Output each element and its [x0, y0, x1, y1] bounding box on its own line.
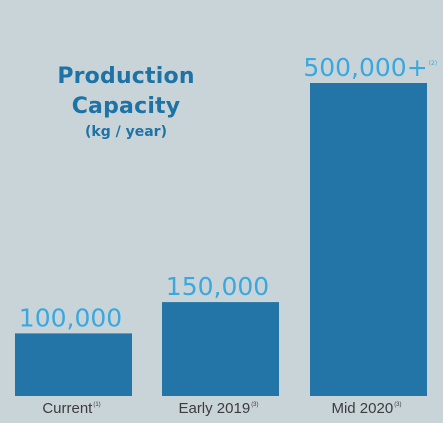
category-label-1: Current(1) — [42, 400, 100, 417]
value-label-3: 500,000+ — [303, 53, 427, 82]
value-label-note-3: (2) — [429, 60, 438, 67]
bar-2 — [162, 302, 279, 396]
category-note-1: (1) — [93, 402, 100, 408]
chart-title: Production Capacity (kg / year) — [56, 62, 196, 141]
value-label-2: 150,000 — [166, 272, 269, 301]
chart-subtitle: (kg / year) — [85, 124, 167, 140]
category-text-3: Mid 2020 — [331, 400, 393, 417]
chart-title-line-1: Production — [57, 64, 195, 89]
category-note-3: (3) — [394, 402, 401, 408]
bar-1 — [15, 333, 132, 396]
category-text-2: Early 2019 — [178, 400, 250, 417]
chart-title-line-2: Capacity — [71, 94, 181, 119]
value-label-1: 100,000 — [19, 303, 122, 332]
category-label-2: Early 2019(3) — [178, 400, 258, 417]
category-note-2: (3) — [251, 402, 258, 408]
category-text-1: Current — [42, 400, 93, 417]
bar-3 — [310, 83, 427, 396]
category-label-3: Mid 2020(3) — [331, 400, 401, 417]
